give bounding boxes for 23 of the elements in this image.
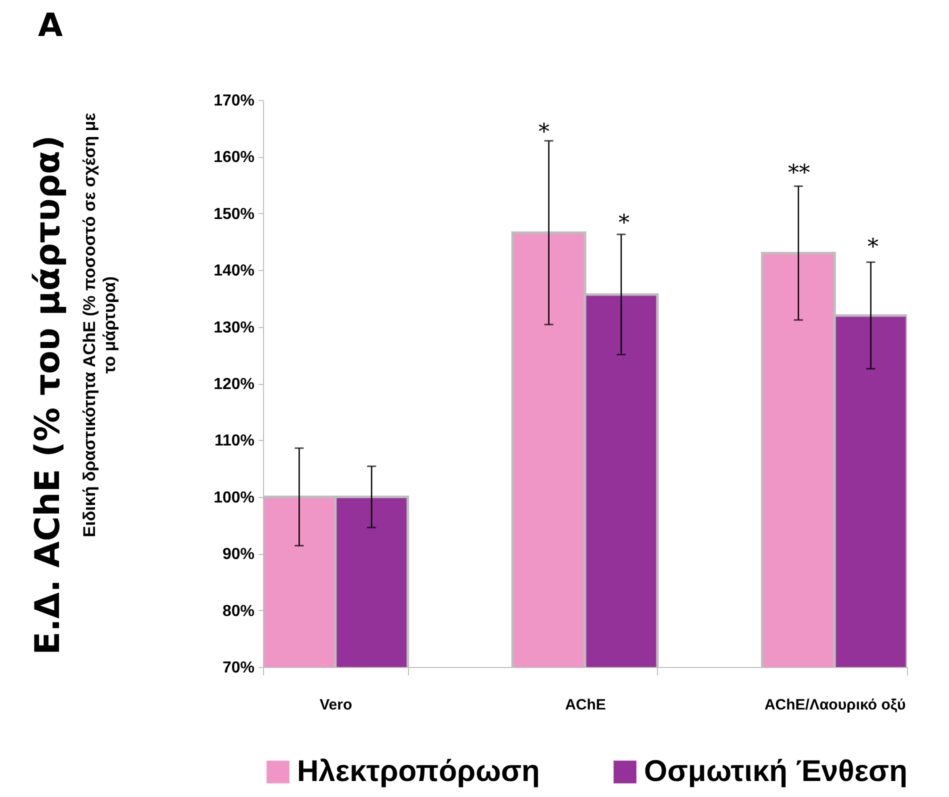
legend-label: Οσμωτική Ένθεση: [644, 755, 908, 788]
text: Ειδική δραστικότητα AChE (% ποσοστό σε σχέση με το μάρτυρα): [80, 112, 120, 540]
y-tick-label: 160%: [214, 149, 254, 166]
text: A: [38, 6, 63, 44]
y-tick-label: 110%: [214, 432, 254, 450]
legend-label: Ηλεκτροπόρωση: [297, 755, 540, 788]
y-tick-label: 70%: [222, 660, 254, 676]
annotation: *: [538, 120, 550, 145]
y-tick-label: 80%: [222, 602, 254, 620]
annotation: **: [787, 161, 811, 186]
y-tick-label: 120%: [214, 376, 254, 393]
x-tick-label: AChE/Λαουρικό οξύ: [764, 696, 906, 714]
y-axis-title: Ε.Δ. AChE (% του μάρτυρα): [27, 134, 69, 657]
y-tick-label: 140%: [214, 262, 254, 280]
y-tick-label: 100%: [214, 489, 254, 506]
x-tick-label: Vero: [320, 696, 352, 714]
annotation: *: [866, 235, 880, 260]
x-tick-label: AChE: [565, 696, 606, 714]
y-tick-label: 130%: [214, 319, 254, 336]
y-tick-label: 170%: [214, 92, 254, 110]
annotation: *: [618, 211, 630, 236]
y-tick-label: 90%: [222, 546, 254, 564]
y-tick-label: 150%: [214, 206, 254, 223]
